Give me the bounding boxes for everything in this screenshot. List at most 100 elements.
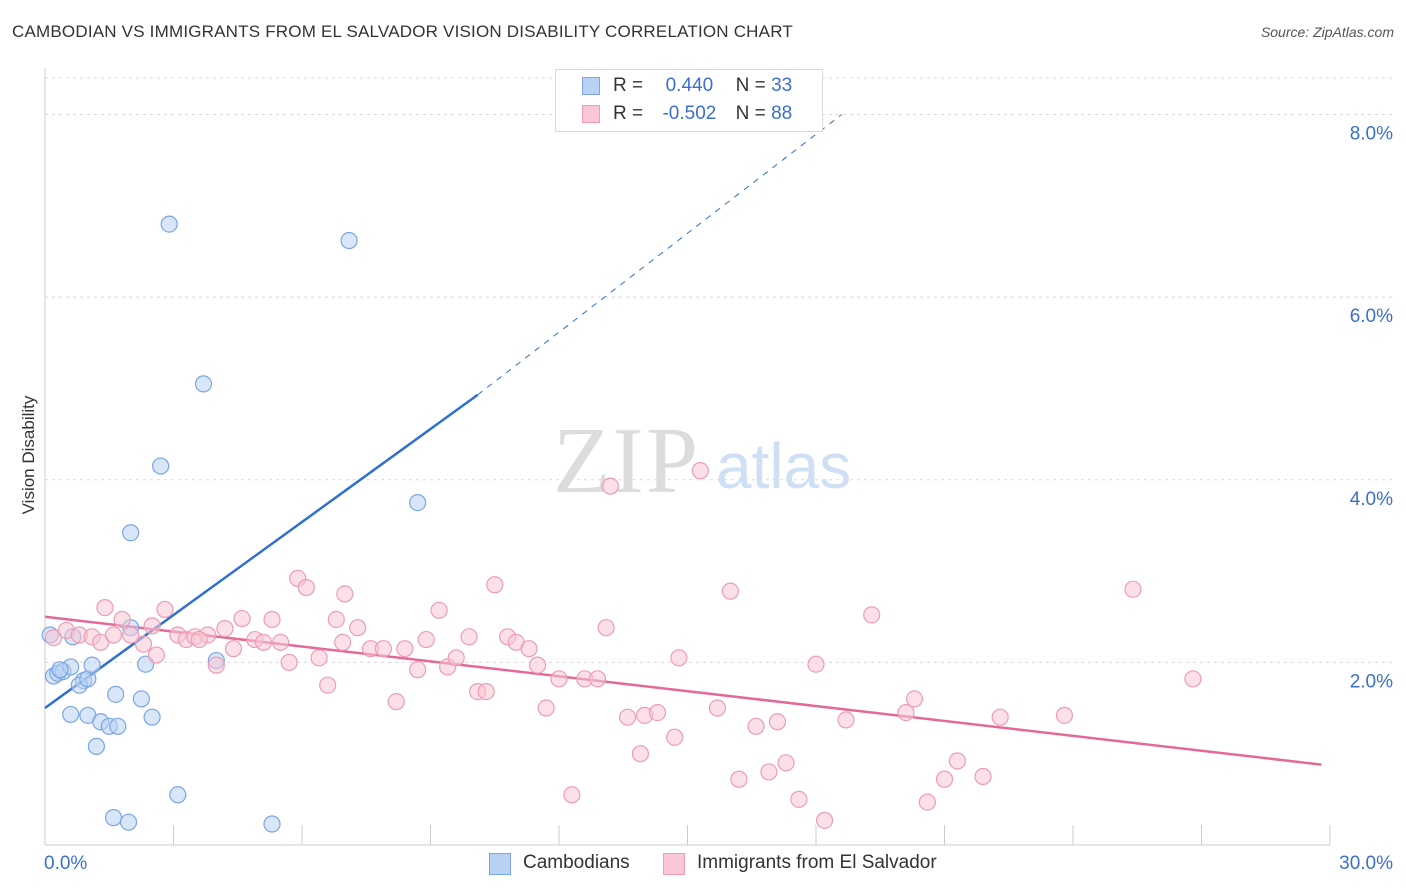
legend-n-label: N = — [735, 75, 766, 96]
el-salvador-trendline — [44, 615, 1322, 766]
el-salvador-point — [666, 728, 684, 746]
cambodian-point — [132, 690, 150, 708]
el-salvador-point — [92, 633, 110, 651]
legend-n-value: 88 — [771, 103, 793, 124]
el-salvador-point — [691, 462, 709, 480]
el-salvador-point — [1124, 580, 1142, 598]
el-salvador-point — [263, 610, 281, 629]
el-salvador-point — [104, 626, 123, 644]
x-tick-label: 30.0% — [1339, 853, 1393, 874]
el-salvador-point — [708, 699, 727, 717]
el-salvador-point — [349, 619, 367, 637]
bottom-legend-label: Cambodians — [523, 852, 630, 873]
el-salvador-point — [396, 640, 414, 658]
bottom-legend-swatch-blue — [489, 853, 511, 875]
legend-r-value: 0.440 — [665, 75, 714, 96]
el-salvador-point — [537, 699, 555, 717]
legend-n-label: N = — [735, 103, 766, 124]
el-salvador-point — [730, 770, 748, 788]
cambodian-point — [169, 786, 187, 804]
el-salvador-point — [550, 670, 568, 688]
legend-r-label: R = — [613, 103, 644, 124]
el-salvador-point — [156, 600, 174, 619]
bottom-legend-swatch-pink — [663, 853, 685, 875]
el-salvador-point — [815, 811, 834, 829]
el-salvador-point — [1184, 670, 1202, 688]
el-salvador-point — [134, 635, 153, 653]
legend-n-value: 33 — [771, 75, 793, 96]
el-salvador-point — [670, 649, 688, 667]
el-salvador-point — [44, 629, 63, 647]
x-tick-label: 0.0% — [44, 853, 87, 874]
y-tick-label: 6.0% — [1350, 306, 1393, 327]
el-salvador-point — [327, 610, 345, 629]
bottom-legend-label: Immigrants from El Salvador — [697, 852, 937, 873]
el-salvador-point — [486, 576, 504, 594]
cambodian-point — [83, 656, 101, 674]
el-salvador-point — [477, 682, 495, 701]
cambodian-point — [122, 524, 140, 542]
el-salvador-point — [747, 717, 765, 735]
source-label: Source: ZipAtlas.com — [1260, 24, 1394, 40]
el-salvador-point — [528, 656, 547, 674]
cambodian-trendline — [44, 393, 479, 710]
el-salvador-point — [190, 630, 208, 649]
el-salvador-point — [319, 676, 337, 694]
el-salvador-point — [430, 601, 448, 619]
el-salvador-point — [254, 633, 273, 651]
el-salvador-point — [460, 628, 478, 646]
el-salvador-point — [563, 786, 581, 804]
legend-r-label: R = — [613, 75, 644, 96]
cambodian-point — [104, 809, 123, 827]
el-salvador-point — [447, 649, 465, 667]
el-salvador-point — [807, 655, 825, 673]
cambodian-point — [263, 815, 281, 833]
el-salvador-point — [948, 752, 966, 770]
el-salvador-point — [863, 606, 881, 624]
chart-title: CAMBODIAN VS IMMIGRANTS FROM EL SALVADOR… — [12, 22, 793, 41]
el-salvador-point — [334, 633, 352, 651]
el-salvador-point — [310, 649, 328, 667]
el-salvador-point — [760, 763, 778, 781]
cambodian-point — [340, 231, 358, 250]
el-salvador-point — [897, 704, 915, 722]
el-salvador-point — [374, 640, 392, 658]
watermark-atlas: atlas — [716, 430, 851, 502]
el-salvador-point — [224, 640, 243, 658]
legend-swatch-pink — [582, 105, 600, 123]
watermark-zip: ZIP — [553, 409, 700, 513]
cambodian-point — [409, 493, 427, 512]
el-salvador-point — [417, 630, 435, 649]
cambodian-point — [152, 457, 170, 475]
el-salvador-point — [905, 690, 924, 708]
el-salvador-point — [974, 767, 992, 786]
el-salvador-point — [207, 656, 225, 674]
axes-layer — [44, 68, 1331, 846]
el-salvador-point — [233, 609, 251, 628]
el-salvador-point — [597, 619, 615, 637]
y-axis-label: Vision Disability — [19, 395, 38, 514]
el-salvador-point — [147, 646, 165, 664]
cambodian-point — [143, 708, 161, 726]
el-salvador-point — [387, 693, 405, 711]
legend-r-value: -0.502 — [662, 103, 717, 124]
el-salvador-point — [935, 770, 954, 788]
labels-layer: 2.0% 4.0% 6.0% 8.0% 0.0% 30.0% — [44, 124, 1393, 874]
cambodian-point — [160, 215, 178, 233]
cambodian-point — [119, 813, 138, 831]
el-salvador-point — [790, 790, 808, 808]
cambodian-trendline-extension — [477, 114, 843, 396]
cambodian-point — [107, 685, 125, 703]
stats-legend: R = 0.440 N = 33 R = -0.502 N = 88 — [555, 69, 823, 132]
el-salvador-point — [648, 704, 667, 722]
el-salvador-point — [143, 617, 161, 635]
el-salvador-point — [216, 619, 234, 638]
el-salvador-point — [297, 578, 315, 597]
cambodian-point — [194, 375, 213, 393]
y-tick-label: 2.0% — [1350, 671, 1393, 692]
watermark: ZIP atlas — [553, 409, 851, 513]
el-salvador-point — [631, 745, 649, 763]
el-salvador-point — [520, 640, 538, 658]
cambodian-point — [62, 705, 80, 724]
